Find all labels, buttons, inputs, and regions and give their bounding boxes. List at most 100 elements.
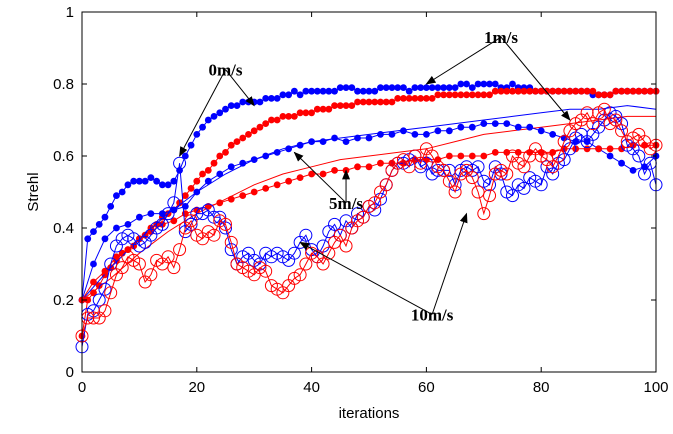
data-point	[405, 95, 413, 102]
data-point	[167, 261, 181, 275]
data-point	[477, 207, 491, 221]
data-point	[268, 95, 275, 102]
data-point	[560, 87, 568, 95]
data-point	[368, 196, 382, 210]
data-point	[84, 296, 92, 304]
data-point	[463, 91, 470, 99]
data-point	[262, 120, 270, 127]
data-point	[377, 131, 384, 138]
data-point	[325, 105, 333, 113]
data-point	[468, 84, 476, 91]
data-point	[268, 116, 275, 124]
data-point	[549, 131, 557, 138]
data-point	[379, 178, 393, 192]
data-point	[457, 152, 465, 160]
data-point	[239, 192, 247, 200]
data-point	[339, 239, 353, 253]
data-point	[388, 84, 396, 91]
axis-layer: 0 20 40 60 80 100 0 0.2 0.4 0.6 0.8 1	[53, 4, 668, 396]
data-point	[445, 152, 453, 160]
data-point	[405, 87, 413, 95]
data-point	[285, 91, 293, 99]
series-2	[81, 105, 657, 301]
data-point	[210, 159, 218, 167]
data-point	[526, 87, 534, 95]
plot-background	[82, 12, 656, 372]
data-point	[313, 105, 321, 113]
data-point	[514, 87, 522, 95]
data-point	[572, 87, 580, 95]
data-point	[302, 109, 310, 117]
data-point	[503, 149, 511, 156]
data-point	[170, 177, 178, 185]
data-point	[517, 160, 531, 174]
data-point	[155, 217, 169, 231]
data-point	[336, 102, 344, 109]
data-point	[434, 91, 442, 99]
data-point	[377, 84, 384, 91]
data-point	[262, 95, 270, 102]
data-point	[428, 84, 436, 91]
data-point	[526, 123, 534, 131]
data-point	[147, 174, 155, 182]
series-line	[81, 105, 657, 301]
data-point	[147, 210, 155, 218]
data-point	[491, 149, 499, 156]
data-point	[388, 98, 396, 106]
data-point	[222, 149, 229, 156]
data-point	[296, 109, 304, 117]
data-point	[325, 87, 333, 95]
x-tick-label: 100	[643, 379, 668, 396]
data-point	[445, 127, 453, 135]
data-point	[227, 102, 235, 109]
data-point	[285, 177, 293, 185]
data-point	[600, 91, 608, 99]
annotation: 0m/s	[179, 61, 255, 157]
data-point	[394, 95, 402, 102]
data-point	[509, 87, 516, 95]
data-point	[354, 87, 361, 95]
data-point	[259, 264, 273, 278]
data-point	[635, 87, 643, 95]
y-tick-label: 0.6	[53, 148, 74, 165]
data-point	[377, 98, 384, 106]
data-point	[434, 127, 442, 135]
data-point	[279, 113, 287, 120]
data-point	[92, 293, 106, 307]
data-point	[316, 257, 330, 271]
data-point	[322, 246, 336, 260]
data-point	[285, 113, 293, 120]
data-point	[365, 87, 373, 95]
data-point	[480, 80, 488, 88]
data-point	[227, 141, 235, 149]
data-point	[115, 261, 129, 275]
data-point	[471, 185, 485, 199]
data-point	[566, 87, 574, 95]
annotation-arrow	[431, 212, 468, 315]
data-point	[84, 235, 92, 243]
data-point	[239, 134, 247, 142]
data-point	[423, 131, 430, 138]
data-point	[95, 282, 103, 289]
data-point	[279, 91, 287, 99]
data-point	[589, 87, 597, 95]
data-point	[354, 163, 361, 171]
data-point	[428, 95, 436, 102]
data-point	[90, 278, 97, 286]
data-point	[400, 95, 407, 102]
data-point	[136, 177, 143, 185]
data-point	[90, 289, 97, 297]
data-point	[440, 84, 448, 91]
data-point	[537, 127, 545, 135]
data-point	[224, 235, 238, 249]
data-point	[491, 80, 499, 88]
data-point	[113, 253, 120, 261]
data-point	[546, 160, 560, 174]
data-point	[537, 87, 545, 95]
data-point	[417, 95, 425, 102]
y-tick-label: 0	[66, 364, 74, 381]
data-point	[104, 257, 118, 271]
data-point	[641, 87, 648, 95]
series-3	[81, 115, 656, 301]
data-point	[173, 156, 187, 170]
